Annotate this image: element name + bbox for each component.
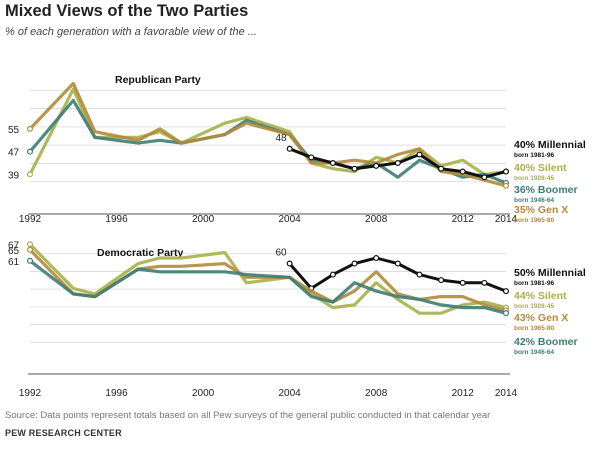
start-value-label: 48	[276, 133, 288, 144]
data-point-millennial	[481, 279, 488, 286]
x-tick-label: 2014	[495, 214, 518, 225]
x-tick-label: 2008	[365, 388, 388, 399]
data-point-millennial	[416, 271, 423, 278]
data-point-millennial	[373, 255, 380, 262]
data-point-silent	[27, 171, 34, 178]
chart-title: Mixed Views of the Two Parties	[5, 2, 249, 20]
end-label-sub-silent: born 1928-45	[514, 175, 554, 182]
start-value-label: 65	[8, 246, 20, 257]
panel-title: Republican Party	[115, 74, 201, 86]
chart-subtitle: % of each generation with a favorable vi…	[5, 26, 257, 38]
data-point-genx	[27, 246, 34, 253]
series-line-genx	[28, 81, 507, 188]
data-point-millennial	[394, 160, 401, 167]
data-point-millennial	[351, 260, 358, 267]
data-point-millennial	[416, 151, 423, 158]
data-point-millennial	[308, 154, 315, 161]
x-tick-label: 1996	[105, 388, 128, 399]
start-value-label: 60	[276, 248, 288, 259]
x-tick-label: 2014	[495, 388, 518, 399]
x-tick-label: 2008	[365, 214, 388, 225]
x-tick-label: 2004	[279, 214, 302, 225]
x-tick-label: 1992	[19, 388, 42, 399]
series-line-boomer	[29, 259, 507, 315]
data-point-genx	[503, 182, 510, 189]
data-point-millennial	[459, 168, 466, 175]
series-line-silent	[28, 243, 507, 315]
end-label-boomer: 42% Boomer	[514, 336, 578, 348]
start-value-label: 61	[8, 257, 20, 268]
end-label-genx: 35% Gen X	[514, 204, 568, 216]
end-label-millennial: 40% Millennial	[514, 139, 586, 151]
data-point-millennial	[373, 162, 380, 169]
end-label-sub-boomer: born 1946-64	[514, 197, 554, 204]
x-tick-label: 2000	[192, 388, 215, 399]
data-point-millennial	[329, 271, 336, 278]
data-point-millennial	[329, 160, 336, 167]
end-label-genx: 43% Gen X	[514, 312, 568, 324]
x-tick-label: 1996	[105, 214, 128, 225]
end-label-sub-boomer: born 1946-64	[514, 349, 554, 356]
end-label-sub-millennial: born 1981-96	[514, 152, 554, 159]
x-tick-label: 2012	[452, 214, 475, 225]
end-label-boomer: 36% Boomer	[514, 184, 578, 196]
data-point-millennial	[286, 145, 293, 152]
end-label-silent: 44% Silent	[514, 290, 567, 302]
x-tick-label: 2012	[452, 388, 475, 399]
data-point-millennial	[286, 260, 293, 267]
start-value-label: 47	[8, 148, 20, 159]
data-point-boomer	[503, 310, 510, 317]
x-tick-label: 2004	[279, 388, 302, 399]
data-point-millennial	[503, 168, 510, 175]
x-tick-label: 2000	[192, 214, 215, 225]
end-label-silent: 40% Silent	[514, 162, 567, 174]
data-point-boomer	[27, 148, 34, 155]
start-value-label: 55	[8, 125, 20, 136]
source-note: Source: Data points represent totals bas…	[5, 410, 491, 421]
data-point-millennial	[481, 174, 488, 181]
data-point-millennial	[394, 260, 401, 267]
end-label-sub-genx: born 1965-80	[514, 325, 554, 332]
start-value-label: 67	[8, 240, 20, 251]
data-point-millennial	[438, 277, 445, 284]
data-point-millennial	[438, 165, 445, 172]
end-label-sub-genx: born 1965-80	[514, 217, 554, 224]
data-point-genx	[27, 125, 34, 132]
organization-credit: PEW RESEARCH CENTER	[5, 428, 122, 438]
data-point-silent	[27, 241, 34, 248]
x-tick-label: 1992	[19, 214, 42, 225]
panel-title: Democratic Party	[97, 247, 184, 259]
data-point-boomer	[27, 257, 34, 264]
series-line-boomer	[28, 98, 507, 185]
data-point-millennial	[459, 279, 466, 286]
start-value-label: 39	[8, 170, 20, 181]
end-label-sub-silent: born 1928-45	[514, 303, 554, 310]
data-point-millennial	[503, 288, 510, 295]
end-label-sub-millennial: born 1981-96	[514, 280, 554, 287]
end-label-millennial: 50% Millennial	[514, 267, 586, 279]
data-point-millennial	[351, 165, 358, 172]
